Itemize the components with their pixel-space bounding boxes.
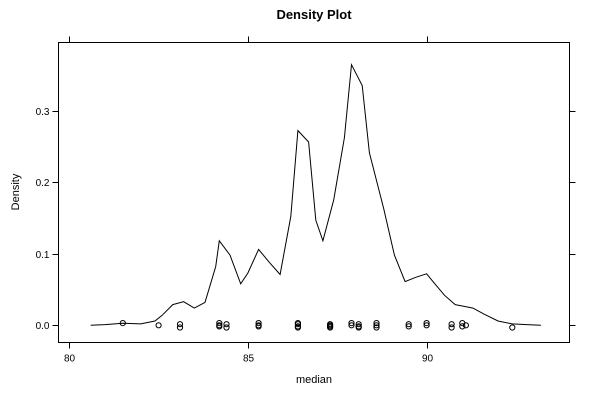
- rug-point: [327, 323, 334, 330]
- rug-point: [355, 323, 362, 330]
- y-tick-label: 0.3: [36, 107, 50, 118]
- density-series-line: [90, 62, 541, 326]
- rug-point: [373, 324, 380, 331]
- x-tick-label: 80: [64, 354, 76, 365]
- rug-point: [373, 320, 380, 327]
- rug-point: [327, 321, 334, 328]
- rug-point: [373, 322, 380, 329]
- rug-point: [423, 322, 430, 329]
- rug-point: [459, 323, 466, 330]
- rug-point: [255, 322, 262, 329]
- rug-point: [423, 320, 430, 327]
- rug-point: [355, 321, 362, 328]
- x-tick-label: 85: [243, 354, 255, 365]
- rug-point: [223, 324, 230, 331]
- rug-point: [255, 320, 262, 327]
- rug-point: [176, 324, 184, 331]
- x-axis-ticks: 80 85 90: [64, 36, 434, 365]
- rug-point: [348, 320, 355, 327]
- rug-point: [294, 323, 301, 330]
- rug-point: [509, 324, 516, 331]
- plot-frame: [58, 42, 570, 343]
- y-tick-label: 0.2: [36, 178, 50, 189]
- chart-title: Density Plot: [276, 7, 352, 22]
- x-axis-label: median: [296, 374, 332, 386]
- rug-point: [448, 321, 455, 328]
- rug-point: [155, 322, 162, 329]
- rug-point: [294, 320, 301, 327]
- y-axis-ticks: 0.0 0.1 0.2 0.3: [36, 107, 576, 332]
- x-tick-label: 90: [422, 354, 434, 365]
- rug-point: [223, 321, 230, 328]
- rug-points: [119, 320, 516, 331]
- rug-point: [405, 323, 412, 330]
- rug-point: [405, 321, 412, 328]
- rug-point: [462, 322, 469, 329]
- rug-point: [216, 320, 223, 327]
- y-tick-label: 0.1: [36, 250, 50, 261]
- rug-point: [448, 324, 455, 331]
- rug-point: [176, 321, 184, 328]
- y-axis-label: Density: [10, 173, 22, 210]
- y-tick-label: 0.0: [36, 321, 50, 332]
- rug-point: [216, 322, 223, 329]
- rug-point: [348, 322, 355, 329]
